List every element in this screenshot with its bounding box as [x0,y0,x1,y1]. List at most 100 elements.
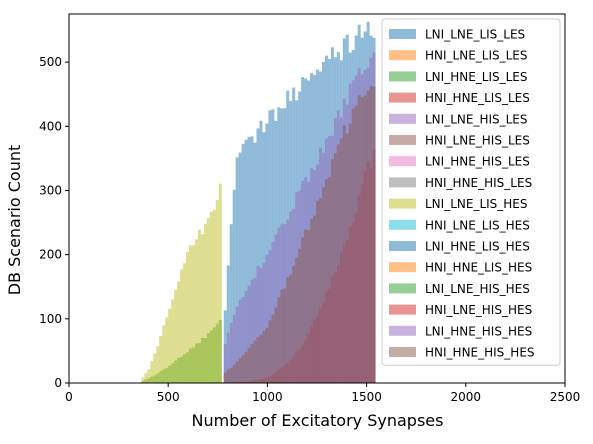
bar-LNI_LNE_LIS_HES-19 [198,230,201,383]
legend-label-LNI_LNE_LIS_LES: LNI_LNE_LIS_LES [425,28,525,42]
bar-HNI_LNE_HIS_LES-16 [271,315,274,383]
bar-LNI_LNE_LIS_HES-21 [204,224,207,383]
bar-LNI_LNE_LIS_HES-24 [213,210,216,383]
bar-HNI_LNE_HIS_LES-7 [245,352,248,383]
bar-LNI_LNE_LIS_HES-7 [162,326,165,383]
bar-HNI_LNE_HIS_LES-8 [248,348,251,383]
bar-HNI_LNE_HIS_LES-13 [262,331,265,383]
bar-HNI_LNE_HIS_LES-12 [259,335,262,383]
bar-HNI_LNE_HIS_LES-50 [373,87,376,383]
legend: LNI_LNE_LIS_LES HNI_LNE_LIS_LES LNI_HNE_LI… [382,19,560,365]
bar-HNI_LNE_HIS_LES-30 [313,216,316,383]
bar-HNI_LNE_HIS_LES-43 [352,109,355,383]
bars-layer [141,22,375,383]
bar-HNI_LNE_HIS_LES-15 [268,321,271,383]
legend-label-HNI_LNE_HIS_HES: HNI_LNE_HIS_HES [425,303,532,317]
bar-HNI_LNE_HIS_LES-3 [233,365,236,383]
bar-LNI_LNE_LIS_HES-8 [165,318,168,383]
bar-HNI_LNE_HIS_LES-21 [286,277,289,383]
legend-swatch-HNI_HNE_LIS_HES [389,262,416,272]
bar-HNI_LNE_HIS_LES-14 [265,328,268,383]
legend-label-HNI_HNE_HIS_LES: HNI_HNE_HIS_LES [425,176,532,190]
series-LNI_LNE_LIS_HES [141,184,221,383]
legend-swatch-LNI_LNE_HIS_HES [389,283,416,293]
legend-label-HNI_LNE_HIS_LES: HNI_LNE_HIS_LES [425,134,530,148]
bar-HNI_LNE_HIS_LES-24 [295,258,298,383]
bar-HNI_LNE_HIS_LES-17 [274,308,277,383]
bar-LNI_LNE_LIS_HES-14 [183,263,186,383]
legend-swatch-HNI_LNE_LIS_HES [389,220,416,230]
bar-HNI_LNE_HIS_LES-20 [283,288,286,383]
bar-LNI_LNE_LIS_HES-25 [216,200,219,383]
bar-LNI_LNE_LIS_HES-22 [207,218,210,383]
y-tick-label-1: 100 [39,312,62,326]
bar-HNI_LNE_HIS_LES-31 [316,201,319,383]
bar-HNI_LNE_HIS_LES-25 [298,249,301,383]
legend-label-HNI_HNE_HIS_HES: HNI_HNE_HIS_HES [425,346,535,360]
bar-LNI_LNE_LIS_HES-20 [201,234,204,383]
legend-swatch-HNI_LNE_HIS_HES [389,305,416,315]
bar-LNI_LNE_LIS_HES-1 [144,373,147,383]
bar-HNI_LNE_HIS_LES-26 [301,237,304,383]
bar-HNI_LNE_HIS_LES-23 [292,266,295,383]
bar-HNI_LNE_HIS_LES-27 [304,229,307,383]
bar-HNI_LNE_HIS_LES-19 [280,290,283,383]
bar-LNI_LNE_LIS_HES-2 [147,369,150,383]
bar-HNI_LNE_HIS_LES-47 [364,96,367,383]
bar-LNI_LNE_LIS_HES-16 [189,245,192,383]
x-tick-label-4: 2000 [451,390,482,404]
bar-LNI_LNE_LIS_HES-9 [168,309,171,383]
legend-label-LNI_HNE_LIS_HES: LNI_HNE_LIS_HES [425,240,530,254]
bar-LNI_LNE_LIS_HES-5 [156,346,159,383]
bar-LNI_LNE_LIS_HES-26 [219,184,222,383]
bar-HNI_LNE_HIS_LES-44 [355,106,358,383]
legend-label-LNI_LNE_HIS_LES: LNI_LNE_HIS_LES [425,112,528,126]
bar-HNI_LNE_HIS_LES-18 [277,297,280,383]
x-tick-label-5: 2500 [550,390,581,404]
bar-LNI_LNE_LIS_HES-3 [150,361,153,383]
legend-swatch-LNI_LNE_LIS_HES [389,199,416,209]
bar-HNI_LNE_HIS_LES-10 [254,341,257,383]
bar-HNI_LNE_HIS_LES-45 [358,95,361,383]
legend-label-LNI_HNE_HIS_HES: LNI_HNE_HIS_HES [425,324,532,338]
legend-label-LNI_HNE_LIS_LES: LNI_HNE_LIS_LES [425,70,528,84]
legend-swatch-LNI_HNE_HIS_LES [389,156,416,166]
bar-LNI_LNE_LIS_HES-4 [153,354,156,383]
legend-swatch-LNI_LNE_LIS_LES [389,29,416,39]
legend-swatch-LNI_HNE_LIS_LES [389,71,416,81]
bar-LNI_LNE_LIS_HES-11 [174,290,177,383]
legend-swatch-HNI_HNE_HIS_LES [389,177,416,187]
bar-HNI_LNE_HIS_LES-38 [337,145,340,383]
bar-LNI_LNE_LIS_HES-15 [186,252,189,383]
legend-swatch-HNI_HNE_LIS_LES [389,93,416,103]
legend-label-LNI_LNE_HIS_HES: LNI_LNE_HIS_HES [425,282,530,296]
legend-label-HNI_HNE_LIS_LES: HNI_HNE_LIS_LES [425,91,530,105]
bar-LNI_LNE_LIS_HES-23 [210,212,213,383]
bar-HNI_LNE_HIS_LES-9 [251,344,254,383]
x-axis-label: Number of Excitatory Synapses [192,411,444,430]
y-tick-label-2: 200 [39,248,62,262]
bar-HNI_LNE_HIS_LES-5 [239,358,242,383]
bar-LNI_LNE_LIS_HES-12 [177,281,180,383]
x-tick-label-2: 1000 [252,390,283,404]
legend-label-HNI_HNE_LIS_HES: HNI_HNE_LIS_HES [425,261,532,275]
bar-HNI_LNE_HIS_LES-48 [367,91,370,383]
y-axis-label: DB Scenario Count [5,145,24,296]
x-tick-label-3: 1500 [351,390,382,404]
y-tick-label-3: 300 [39,183,62,197]
bar-LNI_LNE_LIS_HES-10 [171,299,174,383]
bar-HNI_LNE_HIS_LES-29 [310,219,313,383]
legend-swatch-LNI_LNE_HIS_LES [389,114,416,124]
x-tick-label-1: 500 [157,390,180,404]
legend-label-HNI_LNE_LIS_HES: HNI_LNE_LIS_HES [425,218,530,232]
legend-label-HNI_LNE_LIS_LES: HNI_LNE_LIS_LES [425,49,528,63]
bar-HNI_LNE_HIS_LES-39 [340,138,343,383]
bar-LNI_LNE_LIS_HES-18 [195,239,198,383]
bar-HNI_LNE_HIS_LES-46 [361,97,364,383]
bar-HNI_LNE_HIS_LES-42 [349,124,352,383]
bar-HNI_LNE_HIS_LES-32 [319,198,322,383]
legend-swatch-LNI_HNE_LIS_HES [389,241,416,251]
bar-HNI_LNE_HIS_LES-6 [242,355,245,383]
bar-HNI_LNE_HIS_LES-11 [256,337,259,383]
